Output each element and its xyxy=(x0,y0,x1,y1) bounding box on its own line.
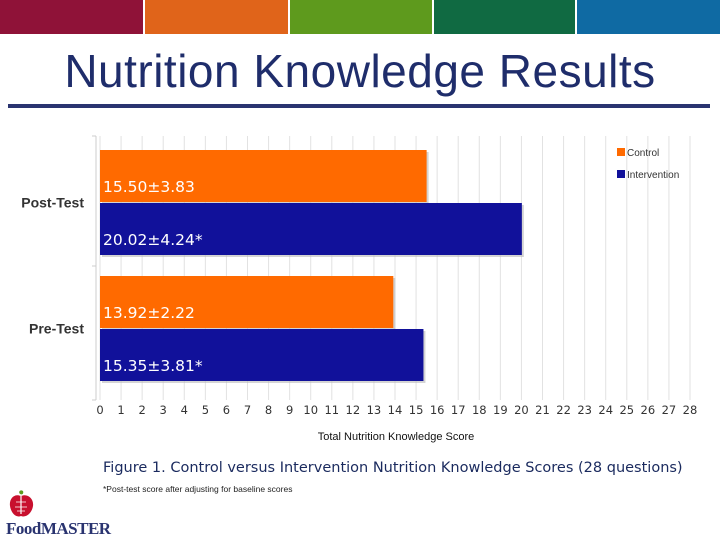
x-tick-label: 24 xyxy=(598,403,613,417)
figure-caption: Figure 1. Control versus Intervention Nu… xyxy=(103,460,683,476)
top-bar-segment-4 xyxy=(433,0,576,34)
x-tick-label: 9 xyxy=(286,403,293,417)
slide-title: Nutrition Knowledge Results xyxy=(64,45,656,97)
x-tick-label: 13 xyxy=(367,403,382,417)
x-tick-label: 2 xyxy=(138,403,145,417)
x-tick-label: 12 xyxy=(346,403,361,417)
x-tick-label: 21 xyxy=(535,403,550,417)
x-tick-label: 11 xyxy=(324,403,339,417)
x-tick-label: 22 xyxy=(556,403,571,417)
x-axis-label: Total Nutrition Knowledge Score xyxy=(318,431,475,443)
bar-control xyxy=(100,150,427,202)
bar-data-label: 15.35±3.81* xyxy=(103,357,203,375)
x-tick-label: 19 xyxy=(493,403,508,417)
bar-data-label: 20.02±4.24* xyxy=(103,231,203,249)
category-label: Pre-Test xyxy=(29,321,84,337)
top-color-bar xyxy=(0,0,720,34)
apple-logo-icon xyxy=(9,490,34,517)
bar-control xyxy=(100,276,394,328)
bar-intervention xyxy=(100,329,424,381)
x-tick-label: 8 xyxy=(265,403,272,417)
x-tick-label: 14 xyxy=(388,403,403,417)
footnote: *Post-test score after adjusting for bas… xyxy=(103,484,293,494)
x-tick-label: 0 xyxy=(96,403,103,417)
legend-swatch-intervention xyxy=(617,170,625,178)
legend-label: Intervention xyxy=(627,170,679,181)
bar-intervention xyxy=(100,203,522,255)
x-tick-label: 15 xyxy=(409,403,424,417)
bar-data-label: 15.50±3.83 xyxy=(103,178,195,196)
bar-data-label: 13.92±2.22 xyxy=(103,304,195,322)
x-tick-label: 5 xyxy=(202,403,209,417)
x-tick-label: 23 xyxy=(577,403,592,417)
title-underline xyxy=(8,104,710,108)
logo-text: FoodMASTER xyxy=(6,519,111,538)
x-tick-label: 10 xyxy=(303,403,318,417)
top-bar-segment-1 xyxy=(0,0,143,34)
x-tick-label: 7 xyxy=(244,403,251,417)
x-tick-label: 28 xyxy=(683,403,698,417)
x-tick-label: 25 xyxy=(619,403,634,417)
x-tick-label: 27 xyxy=(662,403,677,417)
top-bar-segment-2 xyxy=(144,0,289,34)
x-tick-label: 17 xyxy=(451,403,466,417)
x-tick-label: 1 xyxy=(117,403,124,417)
legend-swatch-control xyxy=(617,148,625,156)
x-tick-label: 3 xyxy=(160,403,167,417)
x-tick-label: 20 xyxy=(514,403,529,417)
category-label: Post-Test xyxy=(21,195,84,211)
x-tick-label: 26 xyxy=(641,403,656,417)
bar-chart: 15.50±3.83 20.02±4.24* Post-Test 13.92±2.22… xyxy=(21,135,698,443)
x-tick-label: 6 xyxy=(223,403,230,417)
legend-label: Control xyxy=(627,148,659,159)
x-tick-label: 4 xyxy=(181,403,188,417)
top-bar-segment-5 xyxy=(577,0,720,34)
top-bar-segment-3 xyxy=(290,0,432,34)
x-tick-label: 18 xyxy=(472,403,487,417)
x-tick-label: 16 xyxy=(430,403,445,417)
